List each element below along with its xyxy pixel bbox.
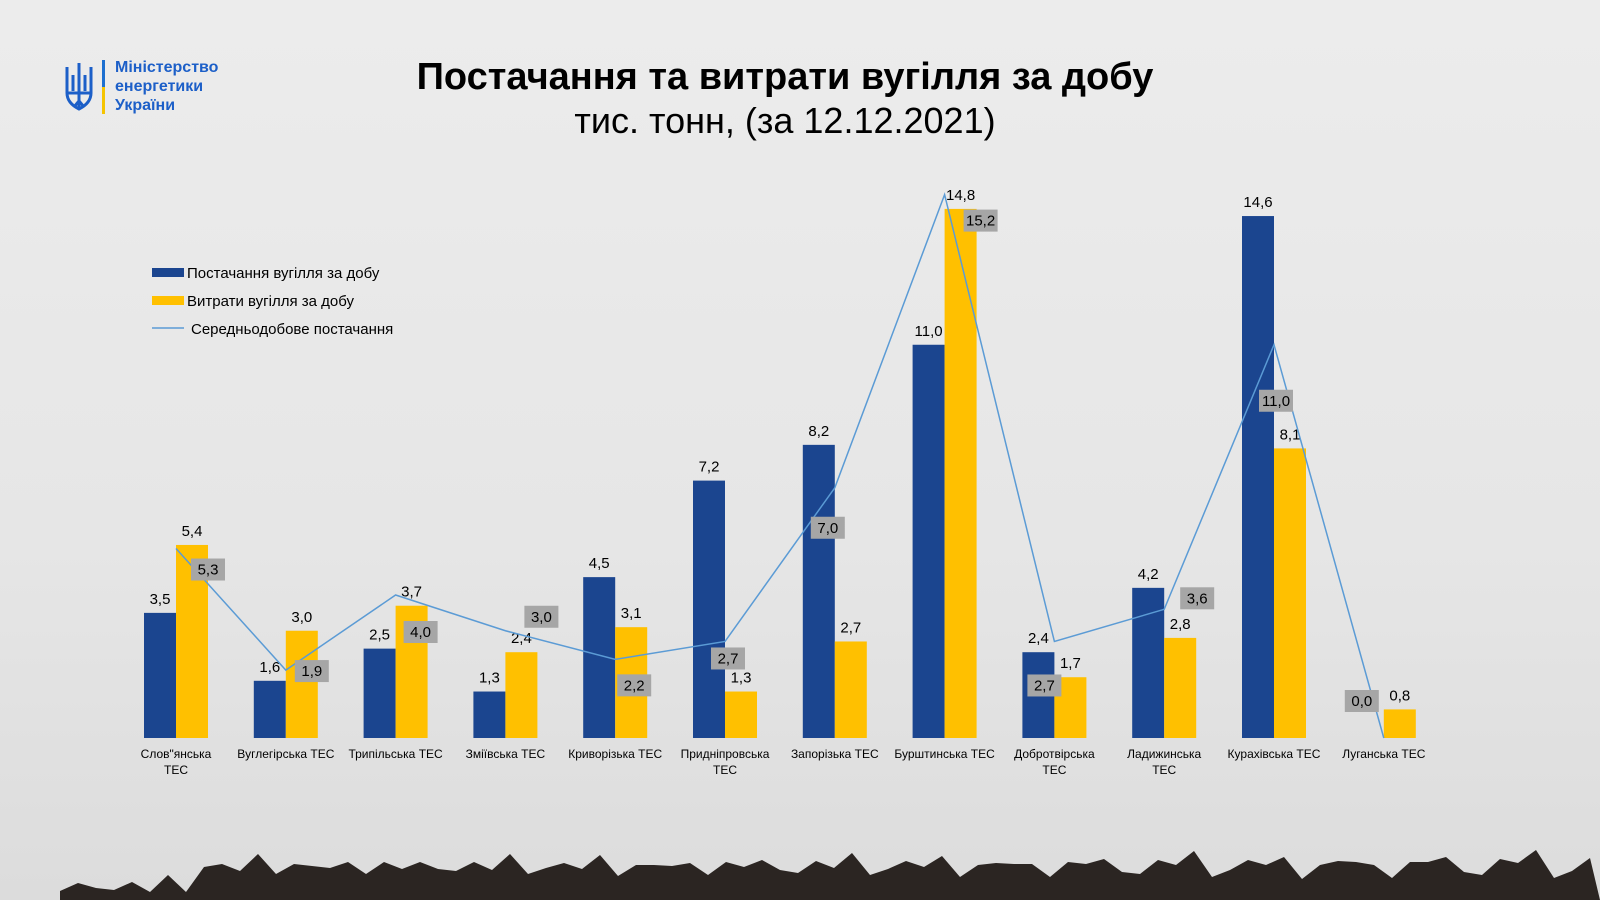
ministry-logo: Міністерство енергетики України bbox=[64, 58, 218, 115]
average-line bbox=[175, 192, 1385, 739]
chart-title: Постачання та витрати вугілля за добу bbox=[416, 56, 1154, 98]
average-label-box bbox=[1027, 674, 1062, 697]
consumption-label: 1,7 bbox=[1060, 655, 1081, 672]
supply-label: 14,6 bbox=[1243, 194, 1272, 211]
average-label-box bbox=[403, 621, 438, 643]
trident-icon bbox=[65, 62, 93, 111]
average-label-box bbox=[1344, 690, 1379, 712]
average-label-box bbox=[294, 660, 329, 683]
category-label: Вуглегірська ТЕС bbox=[237, 747, 334, 761]
coal-pile-decoration bbox=[60, 850, 1600, 900]
category-label: Ладижинська bbox=[1127, 747, 1201, 761]
average-label: 7,0 bbox=[817, 520, 838, 537]
category-label: Добротвірська bbox=[1014, 747, 1095, 761]
legend-swatch-consumption bbox=[152, 296, 184, 305]
legend-label: Витрати вугілля за добу bbox=[187, 293, 355, 310]
average-label: 2,7 bbox=[718, 650, 739, 667]
category-label: ТЕС bbox=[1152, 763, 1176, 777]
average-label: 3,0 bbox=[531, 609, 552, 626]
supply-bar bbox=[912, 344, 945, 738]
consumption-label: 2,4 bbox=[511, 630, 532, 647]
supply-bar bbox=[693, 480, 725, 738]
supply-label: 7,2 bbox=[699, 459, 720, 476]
consumption-label: 3,0 bbox=[291, 609, 312, 626]
consumption-bar bbox=[1274, 448, 1306, 738]
consumption-label: 3,1 bbox=[621, 605, 642, 622]
supply-label: 1,6 bbox=[259, 659, 280, 676]
average-label: 2,7 bbox=[1034, 677, 1055, 694]
supply-label: 2,4 bbox=[1028, 630, 1049, 647]
supply-label: 11,0 bbox=[915, 323, 943, 340]
consumption-bar bbox=[285, 630, 318, 738]
supply-label: 4,2 bbox=[1138, 566, 1159, 583]
category-label: Слов"янська bbox=[141, 747, 212, 761]
consumption-bar bbox=[725, 691, 757, 738]
average-label-box bbox=[191, 558, 225, 581]
category-label: Криворізька ТЕС bbox=[568, 747, 662, 761]
supply-label: 3,5 bbox=[150, 591, 171, 608]
average-label: 15,2 bbox=[966, 213, 995, 230]
category-label: ТЕС bbox=[164, 763, 188, 777]
average-label-box bbox=[810, 516, 845, 539]
supply-bar bbox=[802, 444, 835, 738]
consumption-label: 14,8 bbox=[946, 187, 975, 204]
average-label-box bbox=[1259, 389, 1293, 412]
consumption-label: 2,7 bbox=[840, 619, 861, 636]
chart-subtitle: тис. тонн, (за 12.12.2021) bbox=[574, 100, 996, 141]
logo-line: Міністерство bbox=[115, 59, 219, 76]
category-label: Придніпровська bbox=[681, 747, 770, 761]
supply-bar bbox=[1242, 216, 1274, 739]
supply-bar bbox=[144, 612, 176, 738]
consumption-label: 0,8 bbox=[1389, 687, 1410, 704]
supply-label: 1,3 bbox=[479, 670, 500, 687]
average-label: 3,6 bbox=[1187, 590, 1208, 607]
consumption-bar bbox=[1164, 637, 1197, 738]
average-label: 1,9 bbox=[301, 663, 322, 680]
consumption-label: 5,4 bbox=[182, 523, 203, 540]
average-label: 2,2 bbox=[624, 677, 645, 694]
consumption-bar bbox=[834, 641, 867, 738]
average-label: 4,0 bbox=[410, 624, 431, 641]
category-label: Трипільська ТЕС bbox=[348, 747, 443, 761]
legend-label: Середньодобове постачання bbox=[191, 321, 393, 338]
category-label: Бурштинська ТЕС bbox=[894, 747, 995, 761]
logo-line: енергетики bbox=[115, 78, 204, 95]
consumption-label: 8,1 bbox=[1280, 426, 1301, 443]
legend-label: Постачання вугілля за добу bbox=[187, 265, 380, 282]
supply-bar bbox=[363, 648, 396, 738]
supply-bar bbox=[1132, 587, 1165, 738]
category-label: Запорізька ТЕС bbox=[791, 747, 879, 761]
category-label: Зміївська ТЕС bbox=[466, 747, 546, 761]
average-label-box bbox=[711, 647, 745, 670]
average-label-box bbox=[963, 209, 998, 232]
consumption-label: 1,3 bbox=[731, 670, 752, 687]
average-label: 11,0 bbox=[1262, 393, 1290, 410]
logo-line: України bbox=[115, 97, 176, 114]
category-label: Луганська ТЕС bbox=[1342, 747, 1426, 761]
supply-label: 4,5 bbox=[589, 555, 610, 572]
average-label: 5,3 bbox=[198, 562, 219, 579]
average-label-box bbox=[524, 605, 559, 628]
average-label-box bbox=[617, 674, 652, 697]
consumption-bar bbox=[944, 208, 977, 738]
average-label: 0,0 bbox=[1351, 693, 1372, 710]
consumption-bar bbox=[505, 652, 538, 738]
supply-bar bbox=[473, 691, 506, 738]
supply-bar bbox=[253, 680, 286, 738]
category-label: ТЕС bbox=[713, 763, 737, 777]
average-label-box bbox=[1180, 587, 1215, 610]
consumption-label: 3,7 bbox=[401, 584, 422, 601]
category-label: Курахівська ТЕС bbox=[1228, 747, 1321, 761]
legend-swatch-supply bbox=[152, 268, 184, 277]
consumption-label: 2,8 bbox=[1170, 616, 1191, 633]
supply-label: 8,2 bbox=[808, 423, 829, 440]
supply-label: 2,5 bbox=[369, 627, 390, 644]
category-label: ТЕС bbox=[1042, 763, 1066, 777]
consumption-bar bbox=[1383, 709, 1416, 738]
logo-divider bbox=[102, 59, 105, 114]
